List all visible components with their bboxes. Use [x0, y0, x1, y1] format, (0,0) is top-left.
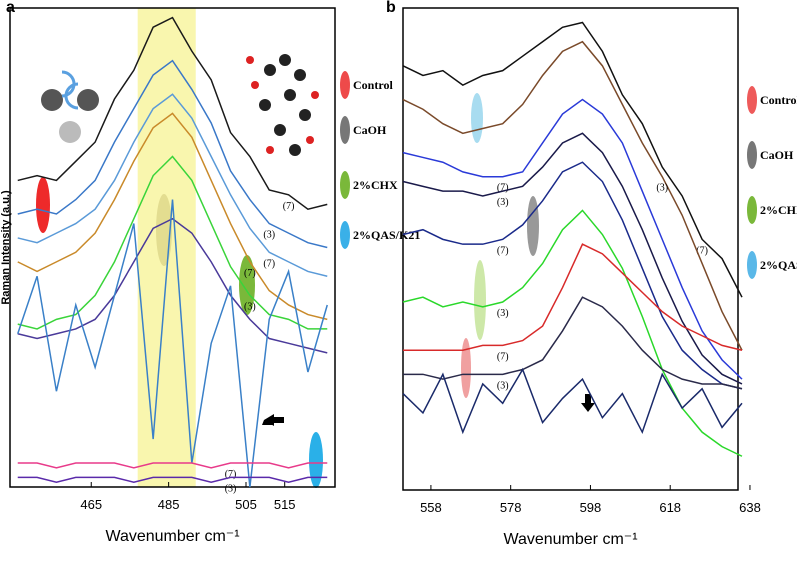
spectrum-line — [17, 16, 328, 210]
spectrum-line — [17, 476, 328, 483]
panel-label: b — [386, 0, 396, 16]
legend-label: CaOH — [760, 148, 794, 162]
spectrum-line — [402, 209, 743, 457]
spectrum-line — [402, 161, 743, 390]
y-axis-title: Raman Intensity (a.u.) — [0, 190, 12, 305]
curve-label: (3) — [497, 380, 509, 391]
decoration — [36, 54, 595, 488]
x-tick-label: 598 — [580, 500, 602, 515]
curve-label: (7) — [696, 245, 708, 256]
legend-swatch — [340, 171, 350, 199]
curve-label: (7) — [497, 351, 509, 362]
legend-label: 2%CHX — [760, 203, 797, 217]
spectrum-line — [17, 112, 328, 321]
curve-label: (3) — [244, 301, 256, 312]
curve-label: (7) — [225, 469, 237, 480]
legend-label: Control — [353, 78, 393, 92]
curve-label: (7) — [283, 201, 295, 212]
x-tick-label: 485 — [158, 497, 180, 512]
spectrum-line — [402, 21, 743, 298]
legend-swatch — [747, 196, 757, 224]
highlight-band — [137, 8, 196, 487]
spectrum-line — [17, 462, 328, 469]
spectrum-line — [402, 367, 743, 435]
curve-label: (7) — [497, 245, 509, 256]
plot-frame — [402, 7, 739, 491]
curve-label: (3) — [497, 308, 509, 319]
legend-swatch — [747, 141, 757, 169]
x-tick-label: 558 — [420, 500, 442, 515]
legend-label: CaOH — [353, 123, 387, 137]
x-tick-label: 638 — [739, 500, 761, 515]
legend-label: 2%CHX — [353, 178, 398, 192]
spectrum-line — [17, 59, 328, 249]
x-axis-title: Wavenumber cm⁻¹ — [503, 531, 637, 548]
spectrum-line — [403, 243, 743, 351]
legend-swatch — [340, 116, 350, 144]
legend-swatch — [747, 86, 757, 114]
x-tick-label: 505 — [235, 497, 257, 512]
x-tick-label: 515 — [274, 497, 296, 512]
curve-label: (7) — [244, 268, 256, 279]
curve-label: (3) — [263, 230, 275, 241]
spectrum-line — [17, 93, 328, 277]
spectrum-line — [402, 40, 743, 351]
curve-label: (3) — [656, 183, 668, 194]
curve-label: (7) — [263, 258, 275, 269]
spectrum-line — [403, 296, 743, 390]
spectrum-line — [17, 199, 328, 488]
legend-label: 2%QAS/K21 — [353, 228, 420, 242]
curve-label: (7) — [497, 183, 509, 194]
curve-label: (3) — [225, 483, 237, 494]
x-tick-label: 465 — [80, 497, 102, 512]
legend-swatch — [340, 221, 350, 249]
x-tick-label: 578 — [500, 500, 522, 515]
x-axis-title: Wavenumber cm⁻¹ — [105, 528, 239, 545]
legend-label: Control — [760, 93, 797, 107]
panel-label: a — [6, 0, 15, 16]
legend-swatch — [340, 71, 350, 99]
curve-label: (3) — [497, 197, 509, 208]
plot-frame — [9, 7, 336, 488]
legend-label: 2%QAS/K21 — [760, 258, 797, 272]
spectrum-line — [402, 132, 743, 385]
x-tick-label: 618 — [659, 500, 681, 515]
legend-swatch — [747, 251, 757, 279]
spectrum-line — [402, 98, 743, 380]
spectrum-line — [17, 155, 328, 330]
